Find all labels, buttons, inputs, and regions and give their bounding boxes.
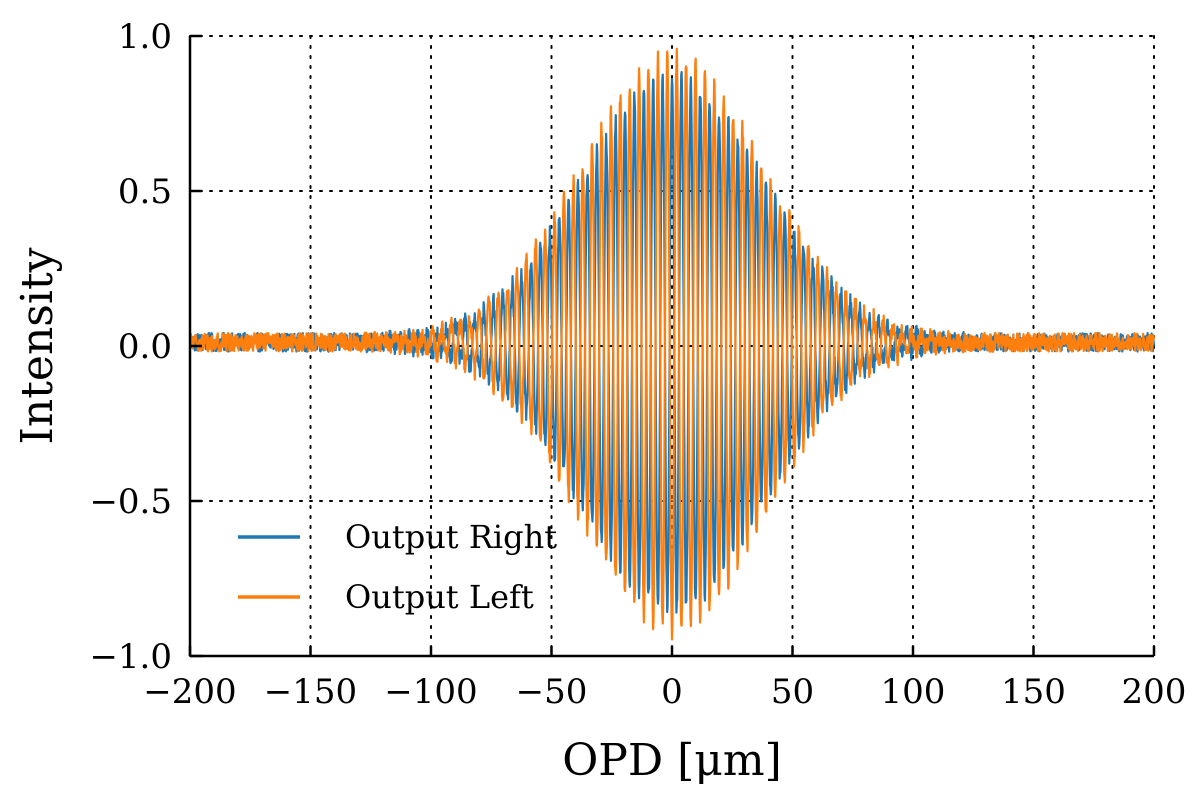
- x-tick-label: 200: [1122, 672, 1187, 712]
- series-layer: [188, 47, 1156, 641]
- x-tick-label: 0: [661, 672, 683, 712]
- ticks: −200 −150 −100 −50 0 50 100 150 200 −1.0 −0.5 0.0 0.…: [89, 17, 1186, 712]
- legend-label: Output Right: [345, 518, 557, 556]
- x-tick-label: −150: [264, 672, 357, 712]
- x-axis-label: OPD [μm]: [562, 735, 782, 786]
- y-tick-label: −1.0: [89, 637, 172, 677]
- x-tick-label: 50: [771, 672, 814, 712]
- y-axis-label: Intensity: [12, 247, 63, 444]
- x-tick-label: −100: [384, 672, 477, 712]
- y-tick-label: 1.0: [118, 17, 172, 57]
- x-tick-label: −50: [516, 672, 588, 712]
- x-tick-label: 100: [881, 672, 946, 712]
- x-tick-label: −200: [143, 672, 236, 712]
- y-tick-label: 0.0: [118, 327, 172, 367]
- x-tick-label: 150: [1001, 672, 1066, 712]
- series-line-output-left: [188, 47, 1156, 641]
- y-tick-label: −0.5: [89, 482, 172, 522]
- legend: Output Right Output Left: [238, 518, 557, 616]
- y-tick-label: 0.5: [118, 172, 172, 212]
- legend-label: Output Left: [345, 578, 534, 616]
